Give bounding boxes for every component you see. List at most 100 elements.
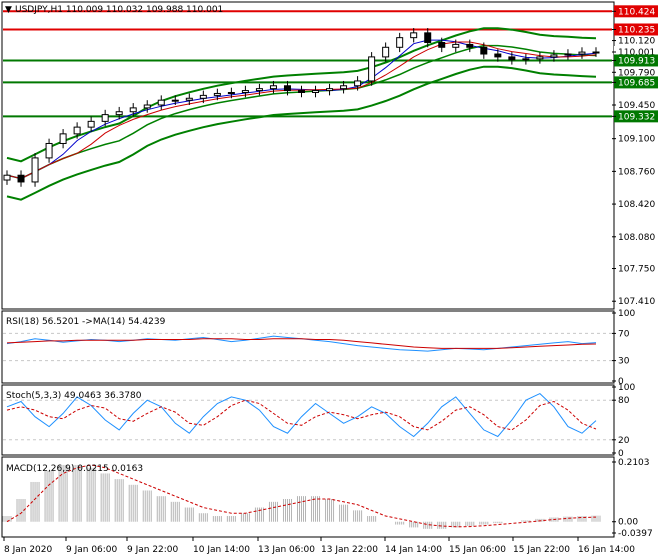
price-tick-108.760: 108.760 (612, 167, 655, 177)
price-tick-109.100: 109.100 (612, 135, 655, 145)
price-tick-label: 108.080 (618, 233, 655, 243)
price-tick-bg (614, 54, 658, 67)
candle-body (185, 97, 193, 101)
candle (283, 80, 291, 96)
time-tick-label: 15 Jan 22:00 (513, 545, 570, 555)
dropdown-arrow-icon[interactable]: ▼ (5, 5, 12, 15)
price-tick-label: 109.100 (618, 135, 655, 145)
candle (508, 52, 516, 65)
time-tick-label: 13 Jan 06:00 (258, 545, 315, 555)
price-tick-label: 107.750 (618, 265, 655, 275)
price-tick-110.424: 110.424 (612, 5, 658, 18)
candle (368, 52, 376, 86)
candle (59, 129, 67, 149)
candle-body (283, 85, 291, 92)
axis-tick-label: 0.00 (618, 518, 638, 528)
bollinger-upper-line (6, 27, 597, 163)
candle-body (157, 99, 165, 106)
candle (255, 83, 263, 96)
price-tick-label: 109.790 (618, 68, 655, 78)
axis-tick-label: 80 (618, 396, 630, 406)
candle (298, 85, 305, 98)
candle (578, 47, 586, 59)
time-tick-label: 10 Jan 14:00 (193, 545, 250, 555)
signal-line (6, 338, 597, 349)
price-tick-bg (614, 110, 658, 123)
candle-body (255, 88, 263, 92)
macd-histogram (2, 464, 601, 529)
candle (3, 170, 11, 185)
candle-body (368, 56, 376, 82)
candle (115, 106, 123, 120)
candle-body (269, 85, 277, 90)
price-tick-bg (614, 5, 658, 18)
price-tick-109.450: 109.450 (612, 101, 655, 111)
time-tick-label: 9 Jan 06:00 (66, 545, 118, 555)
stoch-pane[interactable]: Stoch(5,3,3) 49.0463 36.3780 100 80 20 0 (1, 383, 635, 459)
time-tick-label: 14 Jan 14:00 (385, 545, 442, 555)
candle (550, 50, 558, 62)
price-tick-110.235: 110.235 (612, 23, 658, 36)
candle (494, 49, 502, 62)
candle-body (45, 142, 53, 159)
candle-body (480, 46, 488, 55)
candle-body (59, 133, 67, 144)
candle-body (87, 120, 95, 128)
time-axis: 8 Jan 2020 9 Jan 06:00 9 Jan 22:00 10 Jan 1… (3, 537, 635, 555)
symbol-info: USDJPY,H1 110.009 110.032 109.988 110.00… (15, 5, 223, 15)
axis-tick-label: 20 (618, 436, 630, 446)
candle-body (592, 51, 600, 54)
price-tick-label: 107.410 (618, 297, 655, 307)
axis-tick-label: 100 (618, 383, 635, 393)
candle-body (522, 58, 530, 61)
macd-title: MACD(12,26,9) 0.0215 0.0163 (6, 464, 143, 474)
candle (227, 87, 235, 99)
candle-body (213, 92, 221, 96)
axis-tick-label: 100 (618, 309, 635, 319)
price-tick-108.080: 108.080 (612, 233, 655, 243)
axis-tick-label: -0.0397 (618, 529, 653, 539)
candle (410, 28, 418, 43)
price-tick-107.750: 107.750 (612, 265, 655, 275)
stoch-title: Stoch(5,3,3) 49.0463 36.3780 (6, 391, 142, 401)
axis-tick-label: 0 (618, 377, 624, 387)
candle-body (171, 99, 179, 102)
time-tick-label: 15 Jan 06:00 (449, 545, 506, 555)
price-tick-bg (614, 76, 658, 89)
candle-body (550, 54, 558, 58)
candle-body (115, 111, 123, 116)
candle-body (340, 85, 348, 90)
signal-line (6, 399, 597, 431)
candle-body (452, 43, 460, 48)
macd-pane[interactable]: MACD(12,26,9) 0.0215 0.0163 0.2103 0.00-0… (1, 456, 653, 539)
price-tick-label: 110.120 (618, 37, 655, 47)
axis-tick-label: 0.2103 (618, 458, 650, 468)
candle (143, 100, 151, 113)
candle (87, 116, 95, 132)
price-tick-label: 110.424 (618, 7, 655, 17)
candle-body (312, 90, 320, 93)
axis-tick-label: 70 (618, 329, 630, 339)
candle (312, 85, 320, 98)
axis-tick-label: 0 (618, 449, 624, 459)
price-tick-109.685: 109.685 (612, 76, 658, 89)
candle (536, 52, 544, 64)
candle-body (31, 157, 39, 183)
price-tick-label: 110.235 (618, 25, 655, 35)
price-pane[interactable]: ▼ USDJPY,H1 110.009 110.032 109.988 110.… (1, 1, 658, 310)
candle-body (536, 56, 544, 60)
time-tick-label: 9 Jan 22:00 (127, 545, 179, 555)
price-tick-109.332: 109.332 (612, 110, 658, 123)
rsi-pane[interactable]: RSI(18) 56.5201 ->MA(14) 54.4239 100 70 30… (1, 309, 635, 387)
candle (213, 88, 221, 101)
price-tick-label: 109.332 (618, 112, 655, 122)
price-tick-label: 109.685 (618, 78, 655, 88)
price-tick-110.120: 110.120 (612, 37, 655, 47)
macd-pane-frame (1, 456, 615, 538)
candle-body (227, 91, 235, 94)
rsi-lines (6, 335, 597, 352)
stoch-lines (6, 393, 597, 438)
candle (171, 95, 179, 105)
candle (438, 37, 446, 53)
